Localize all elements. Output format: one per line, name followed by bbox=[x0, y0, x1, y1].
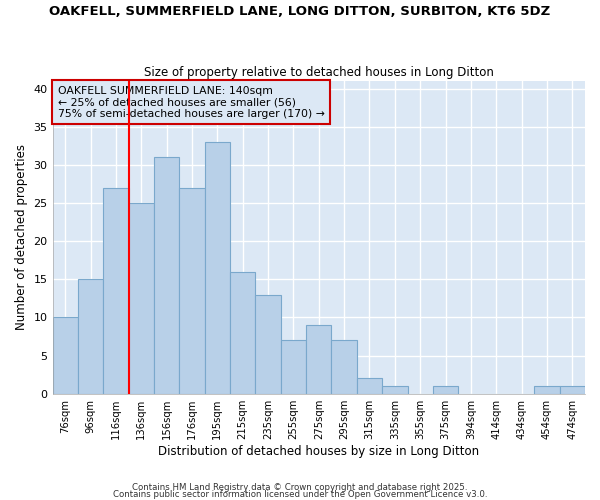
Bar bbox=[560, 386, 585, 394]
Bar bbox=[357, 378, 382, 394]
Text: OAKFELL SUMMERFIELD LANE: 140sqm
← 25% of detached houses are smaller (56)
75% o: OAKFELL SUMMERFIELD LANE: 140sqm ← 25% o… bbox=[58, 86, 325, 119]
X-axis label: Distribution of detached houses by size in Long Ditton: Distribution of detached houses by size … bbox=[158, 444, 479, 458]
Bar bbox=[205, 142, 230, 394]
Title: Size of property relative to detached houses in Long Ditton: Size of property relative to detached ho… bbox=[144, 66, 494, 78]
Bar bbox=[179, 188, 205, 394]
Bar bbox=[230, 272, 256, 394]
Bar bbox=[534, 386, 560, 394]
Bar bbox=[103, 188, 128, 394]
Bar bbox=[382, 386, 407, 394]
Text: OAKFELL, SUMMERFIELD LANE, LONG DITTON, SURBITON, KT6 5DZ: OAKFELL, SUMMERFIELD LANE, LONG DITTON, … bbox=[49, 5, 551, 18]
Bar bbox=[78, 280, 103, 394]
Y-axis label: Number of detached properties: Number of detached properties bbox=[15, 144, 28, 330]
Bar bbox=[53, 318, 78, 394]
Bar bbox=[154, 158, 179, 394]
Bar bbox=[433, 386, 458, 394]
Bar bbox=[256, 294, 281, 394]
Bar bbox=[128, 203, 154, 394]
Text: Contains public sector information licensed under the Open Government Licence v3: Contains public sector information licen… bbox=[113, 490, 487, 499]
Text: Contains HM Land Registry data © Crown copyright and database right 2025.: Contains HM Land Registry data © Crown c… bbox=[132, 484, 468, 492]
Bar bbox=[331, 340, 357, 394]
Bar bbox=[306, 325, 331, 394]
Bar bbox=[281, 340, 306, 394]
